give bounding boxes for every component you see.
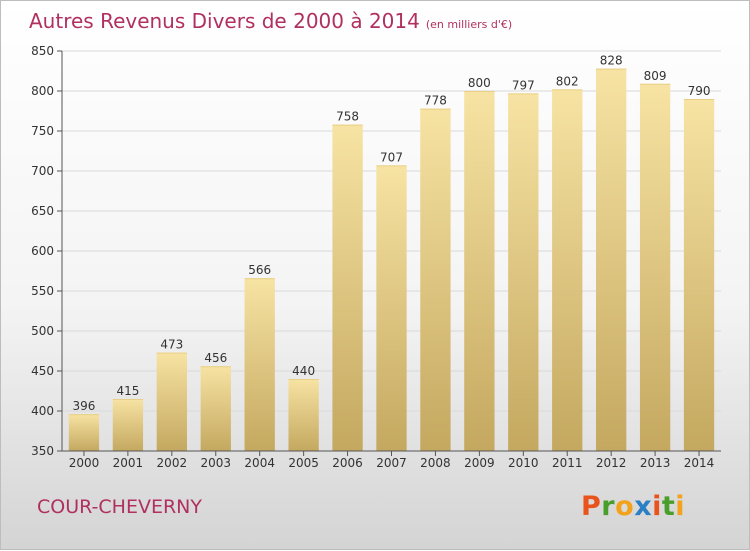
chart-title: Autres Revenus Divers de 2000 à 2014 (en … <box>29 9 512 33</box>
y-tick-label: 600 <box>31 244 54 258</box>
data-label-2010: 797 <box>512 78 535 92</box>
x-tick-label-2012: 2012 <box>596 456 627 470</box>
logo-letter: P <box>581 491 602 522</box>
bar-2004 <box>244 278 275 451</box>
x-tick-label-2008: 2008 <box>420 456 451 470</box>
x-tick-label-2013: 2013 <box>640 456 671 470</box>
x-tick-label-2001: 2001 <box>113 456 144 470</box>
data-label-2001: 415 <box>116 384 139 398</box>
y-tick-label: 850 <box>31 44 54 58</box>
x-tick-label-2010: 2010 <box>508 456 539 470</box>
bar-2003 <box>200 366 231 451</box>
bar-2005 <box>288 379 319 451</box>
chart-title-text: Autres Revenus Divers de 2000 à 2014 <box>29 9 420 33</box>
bar-2013 <box>639 83 671 452</box>
chart-unit: (en milliers d'€) <box>425 18 513 31</box>
data-label-2011: 802 <box>556 74 579 88</box>
x-tick-label-2014: 2014 <box>684 456 715 470</box>
bar-2009 <box>464 91 495 451</box>
y-tick-label: 800 <box>31 84 54 98</box>
x-tick-label-2006: 2006 <box>332 456 363 470</box>
logo-letter: o <box>615 491 635 522</box>
data-label-2014: 790 <box>688 84 711 98</box>
bar-2014 <box>683 99 715 451</box>
x-tick-label-2009: 2009 <box>464 456 495 470</box>
proxiti-logo[interactable]: Proxiti <box>581 491 685 522</box>
x-tick-label-2003: 2003 <box>200 456 231 470</box>
data-label-2008: 778 <box>424 94 447 108</box>
x-tick-label-2000: 2000 <box>69 456 100 470</box>
logo-letter: x <box>634 491 653 522</box>
bar-2008 <box>420 108 451 451</box>
data-label-2003: 456 <box>204 351 227 365</box>
bar-2010 <box>508 93 539 452</box>
data-label-2004: 566 <box>248 263 271 277</box>
x-tick-label-2011: 2011 <box>552 456 583 470</box>
bar-2001 <box>112 399 144 451</box>
labels: 350 400 450 500 550 600 650 700 750 800 850 396 2000… <box>31 44 714 470</box>
x-tick-label-2007: 2007 <box>376 456 407 470</box>
data-label-2005: 440 <box>292 364 315 378</box>
y-tick-label: 750 <box>31 124 54 138</box>
y-tick-label: 350 <box>31 444 54 458</box>
commune-name: COUR-CHEVERNY <box>37 496 202 518</box>
bars <box>68 68 715 452</box>
bar-2012 <box>596 68 627 451</box>
logo-letter: i <box>652 491 662 522</box>
logo-letter: i <box>675 491 686 522</box>
data-label-2009: 800 <box>468 76 491 90</box>
y-tick-label: 700 <box>31 164 54 178</box>
bar-2011 <box>552 89 583 452</box>
logo-letter: r <box>601 491 616 522</box>
logo-letter: t <box>661 491 676 522</box>
y-tick-label: 550 <box>31 284 54 298</box>
data-label-2007: 707 <box>380 150 403 164</box>
data-label-2006: 758 <box>336 110 359 124</box>
data-label-2000: 396 <box>73 399 96 413</box>
data-label-2002: 473 <box>160 338 183 352</box>
axes <box>57 50 721 456</box>
y-tick-label: 450 <box>31 364 54 378</box>
x-tick-label-2002: 2002 <box>157 456 188 470</box>
y-tick-label: 400 <box>31 404 54 418</box>
data-label-2013: 809 <box>644 69 667 83</box>
bar-2000 <box>68 414 100 451</box>
bar-2006 <box>332 124 363 451</box>
x-tick-label-2004: 2004 <box>244 456 275 470</box>
bar-2007 <box>376 165 407 451</box>
y-tick-label: 500 <box>31 324 54 338</box>
y-tick-label: 650 <box>31 204 54 218</box>
x-tick-label-2005: 2005 <box>288 456 319 470</box>
bar-2002 <box>156 352 187 451</box>
data-label-2012: 828 <box>600 54 623 68</box>
